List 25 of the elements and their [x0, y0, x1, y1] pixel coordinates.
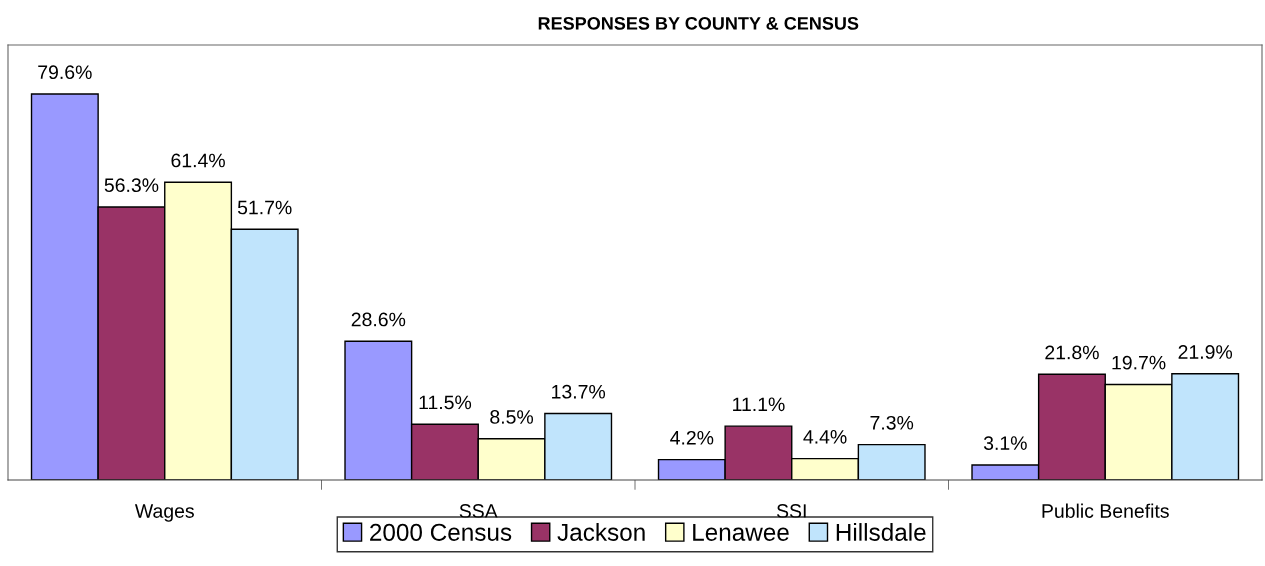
data-label: 56.3% [104, 178, 159, 193]
data-label: 21.8% [1045, 345, 1099, 360]
data-label: 4.2% [670, 430, 714, 445]
data-label: 61.4% [171, 153, 225, 168]
data-label: 13.7% [552, 384, 606, 399]
x-tick-label: SSI [776, 504, 806, 518]
x-tick-label: Wages [134, 504, 194, 522]
legend-label: 2000 Census [370, 523, 512, 541]
x-tick-label: SSA [459, 504, 498, 518]
chart-title: RESPONSES BY COUNTY & CENSUS [538, 16, 859, 30]
data-label: 11.1% [733, 397, 785, 412]
data-label: 79.6% [38, 65, 92, 80]
x-tick-label: Public Benefits [1042, 503, 1169, 518]
data-label: 51.7% [237, 200, 292, 215]
data-label: 21.9% [1178, 345, 1233, 359]
data-label: 19.7% [1112, 355, 1166, 370]
legend-label: Hillsdale [836, 523, 926, 541]
data-label: 4.4% [803, 430, 847, 444]
data-label: 7.3% [870, 415, 914, 430]
data-label: 3.1% [983, 436, 1027, 451]
data-label: 28.6% [351, 312, 406, 327]
data-label: 8.5% [490, 410, 534, 424]
data-label: 11.5% [419, 395, 472, 410]
legend-label: Jackson [557, 523, 645, 541]
legend-label: Lenawee [693, 523, 789, 541]
